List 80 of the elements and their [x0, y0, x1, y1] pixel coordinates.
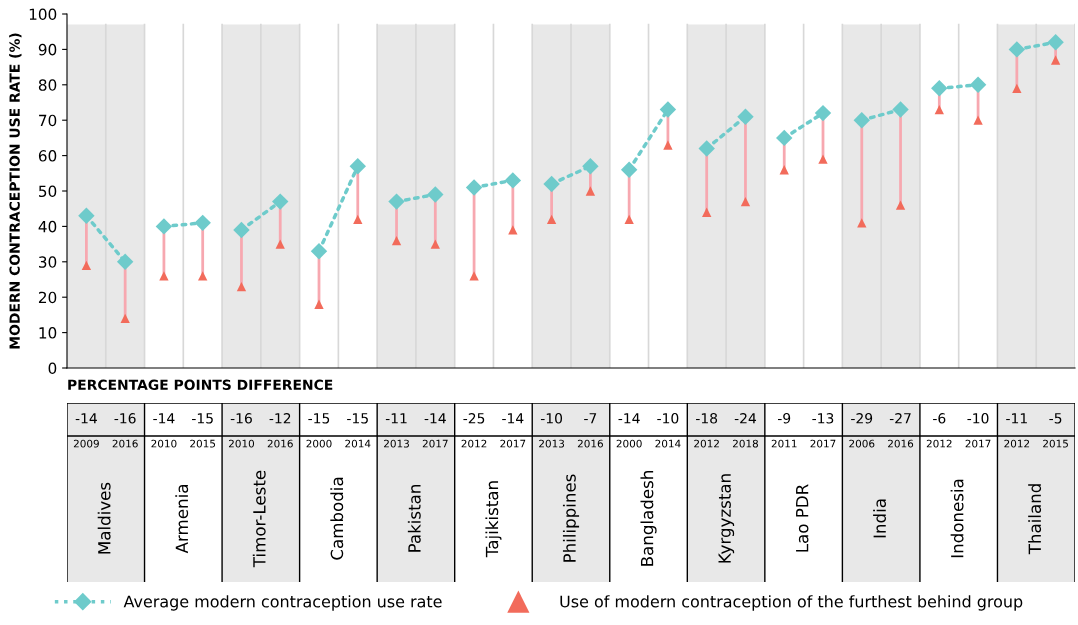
text: -14	[75, 413, 97, 424]
y-axis-title: MODERN CONTRACEPTION USE RATE (%)	[9, 33, 22, 349]
text: -15	[347, 413, 368, 424]
x-tick-label: 2012	[694, 439, 719, 448]
text: -10	[967, 413, 989, 424]
y-tick-label: 50	[39, 185, 57, 198]
category-label: Thailand	[1028, 484, 1042, 555]
y-tick-label: 70	[39, 114, 57, 127]
x-tick-label: 2013	[384, 439, 409, 448]
x-tick-label: 2016	[577, 439, 603, 448]
x-tick-label: 2015	[1043, 439, 1068, 448]
x-tick-label: 2000	[616, 439, 642, 448]
x-tick-label: 2012	[461, 439, 487, 448]
text: -12	[269, 413, 291, 424]
text: -29	[851, 413, 873, 424]
y-tick-label: 100	[29, 8, 57, 21]
text: -11	[1006, 413, 1027, 424]
x-tick-label: 2013	[539, 439, 565, 448]
text: -18	[696, 413, 718, 424]
y-tick-label: 40	[38, 220, 57, 233]
x-tick-label: 2016	[888, 439, 914, 448]
category-label: India	[873, 499, 886, 538]
x-tick-label: 2010	[151, 439, 177, 448]
text: -16	[230, 413, 252, 424]
text: -14	[153, 413, 175, 424]
x-tick-label: 2006	[849, 439, 875, 448]
text: -24	[734, 413, 757, 424]
x-tick-label: 2009	[73, 439, 99, 448]
category-label: Timor-Leste	[252, 470, 266, 568]
text: -25	[463, 413, 485, 424]
text: -10	[540, 413, 563, 424]
legend-label: Average modern contraception use rate	[123, 595, 442, 611]
y-tick-label: 90	[38, 43, 57, 56]
category-label: Pakistan	[407, 485, 421, 552]
category-label: Lao PDR	[796, 484, 809, 552]
x-tick-label: 2010	[228, 439, 255, 448]
text: -15	[308, 413, 330, 424]
category-label: Armenia	[175, 485, 189, 554]
text: -7	[584, 413, 597, 424]
x-tick-label: 2017	[965, 439, 991, 448]
text: -14	[502, 413, 524, 424]
category-label: Tajikistan	[485, 481, 502, 558]
text: -14	[424, 413, 446, 424]
x-tick-label: 2012	[926, 439, 952, 448]
x-tick-label: 2018	[732, 439, 758, 448]
text: -13	[812, 413, 834, 424]
legend-label: Use of modern contraception of the furthest behind group	[560, 595, 1023, 611]
x-tick-label: 2011	[771, 439, 797, 448]
text: -10	[657, 413, 679, 424]
y-tick-label: 30	[39, 256, 57, 268]
text: -11	[385, 413, 407, 424]
y-tick-label: 60	[38, 150, 57, 162]
text: -14	[618, 413, 640, 424]
category-label: Indonesia	[950, 479, 964, 558]
text: -5	[1049, 413, 1062, 424]
text: -16	[114, 413, 136, 424]
y-tick-label: 10	[39, 327, 57, 339]
category-label: Kyrgyzstan	[718, 474, 735, 563]
category-label: Cambodia	[330, 477, 344, 560]
text: -6	[933, 413, 946, 424]
text: -27	[889, 413, 911, 424]
y-tick-label: 20	[38, 291, 57, 304]
x-tick-label: 2017	[422, 439, 448, 448]
x-tick-label: 2014	[655, 439, 681, 448]
y-tick-label: 0	[48, 362, 57, 375]
x-tick-label: 2017	[810, 439, 836, 448]
x-tick-label: 2015	[190, 439, 216, 448]
category-label: Maldives	[97, 482, 111, 554]
text: -15	[192, 413, 213, 424]
text: -9	[777, 413, 791, 424]
category-label: Bangladesh	[640, 471, 657, 566]
x-tick-label: 2017	[500, 439, 526, 448]
x-tick-label: 2016	[267, 439, 293, 448]
text: PERCENTAGE POINTS DIFFERENCE	[68, 379, 333, 391]
category-label: Philippines	[562, 474, 580, 562]
x-tick-label: 2014	[345, 439, 371, 448]
y-tick-label: 80	[38, 79, 57, 91]
x-tick-label: 2012	[1004, 439, 1030, 448]
x-tick-label: 2016	[112, 439, 138, 448]
x-tick-label: 2000	[306, 439, 332, 448]
